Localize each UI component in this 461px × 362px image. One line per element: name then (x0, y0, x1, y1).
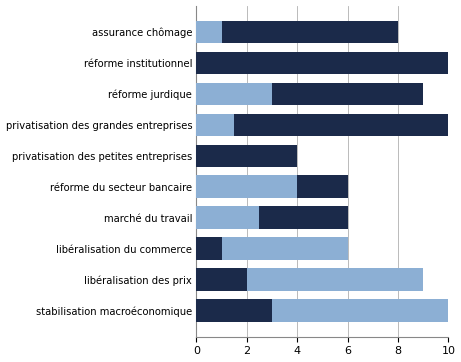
Bar (234, 114, 449, 136)
Bar (196, 299, 272, 322)
Bar (247, 268, 423, 291)
Bar (196, 51, 449, 74)
Bar (297, 176, 348, 198)
Bar (196, 206, 260, 229)
Bar (196, 176, 297, 198)
Bar (196, 83, 272, 105)
Bar (196, 268, 247, 291)
Bar (196, 144, 297, 167)
Bar (196, 237, 222, 260)
Bar (272, 83, 423, 105)
Bar (272, 299, 449, 322)
Bar (222, 237, 348, 260)
Bar (196, 21, 222, 43)
Bar (196, 114, 234, 136)
Bar (260, 206, 348, 229)
Bar (222, 21, 398, 43)
